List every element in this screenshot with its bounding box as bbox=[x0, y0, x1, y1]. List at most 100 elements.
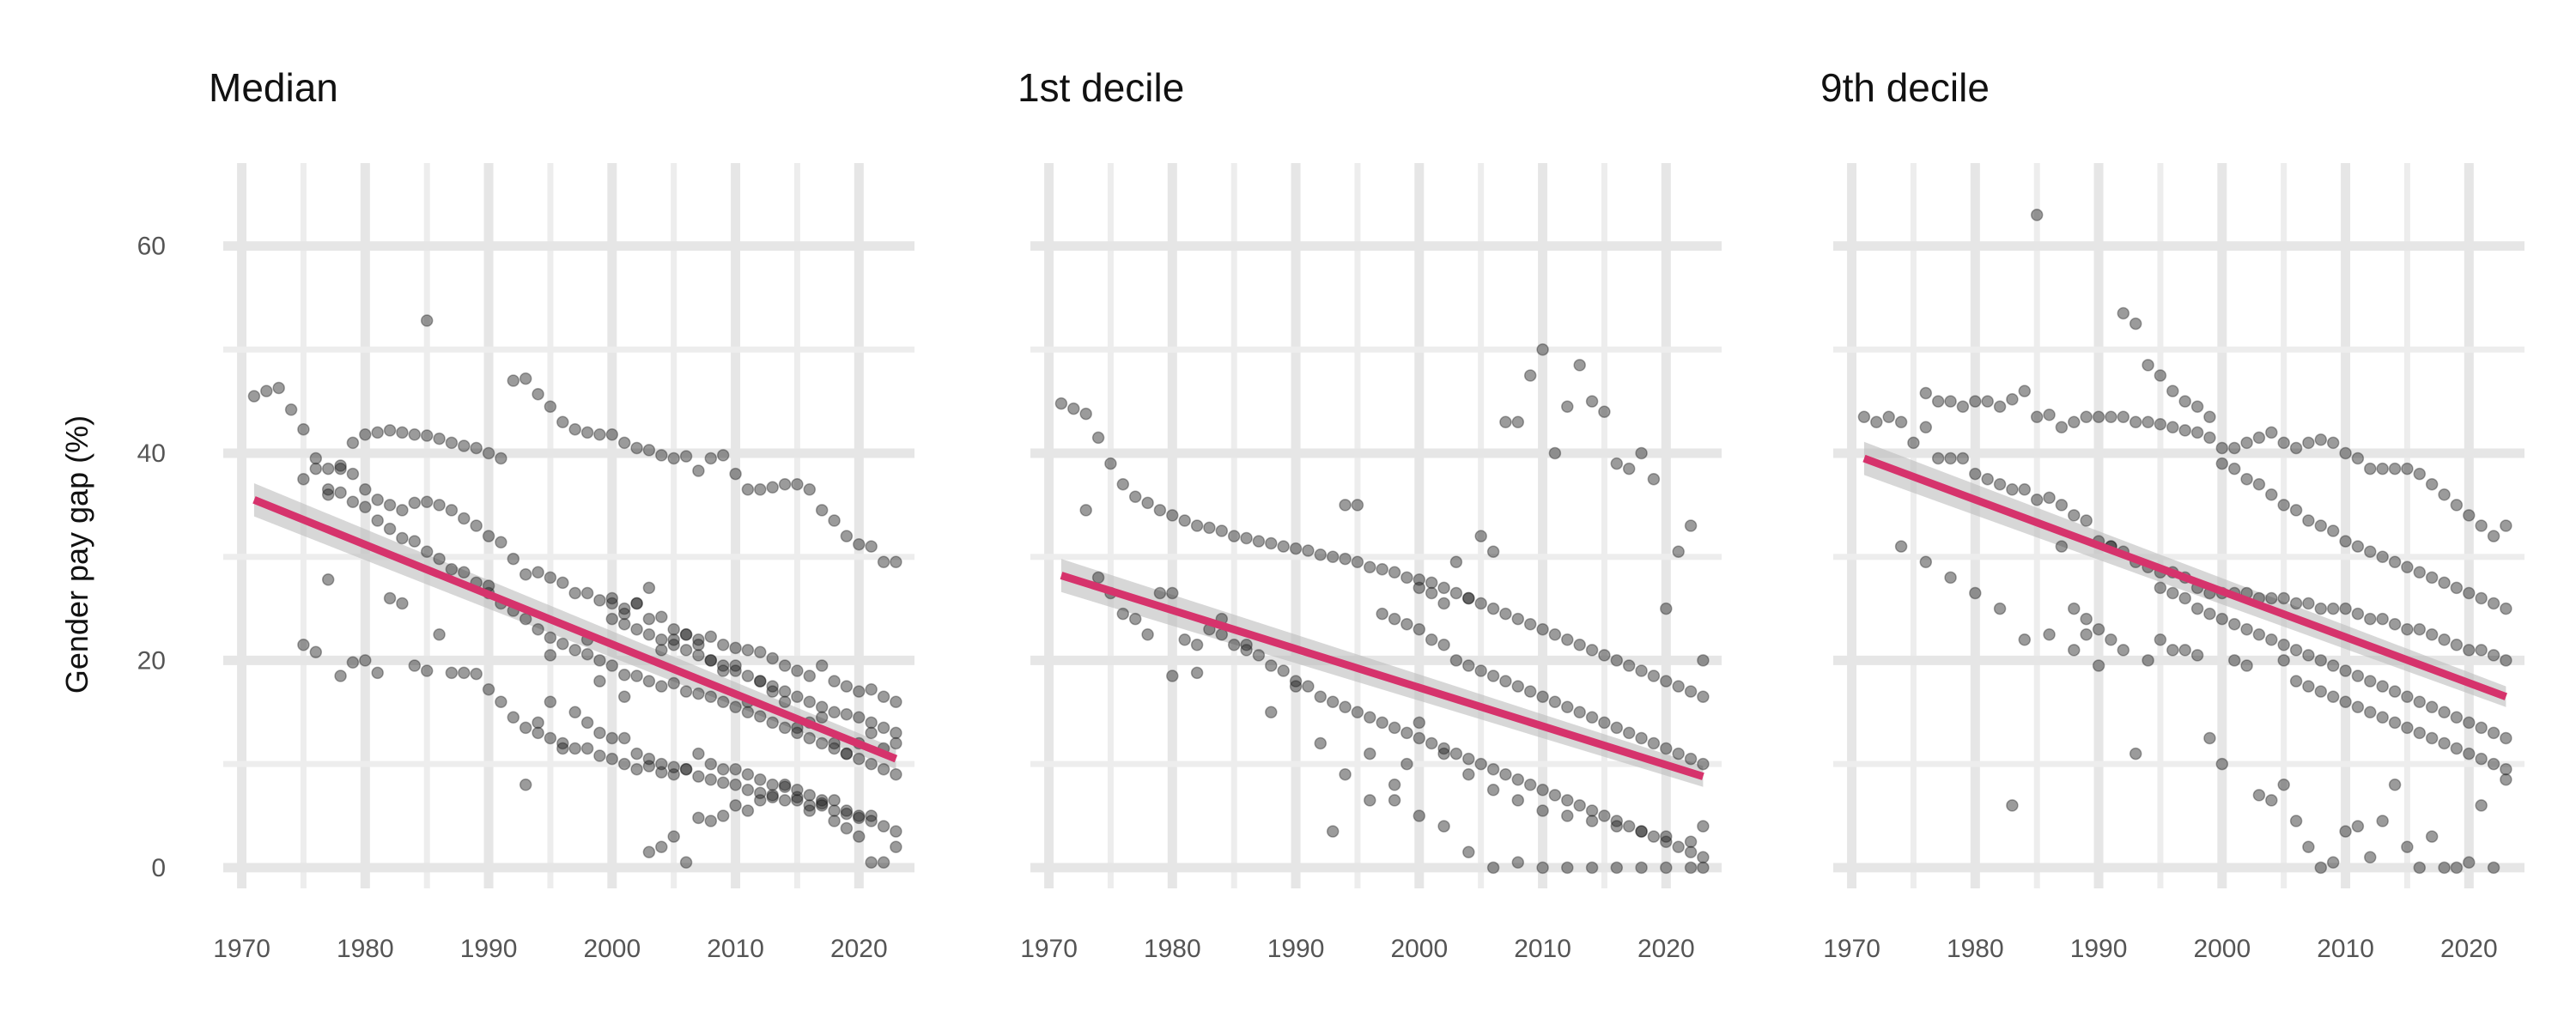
data-point bbox=[754, 645, 767, 659]
data-point bbox=[1166, 586, 1179, 600]
data-point bbox=[2055, 499, 2069, 512]
data-point bbox=[568, 644, 581, 657]
data-point bbox=[1672, 840, 1685, 853]
data-point bbox=[383, 591, 397, 605]
data-point bbox=[667, 451, 680, 465]
data-point bbox=[2314, 519, 2328, 532]
data-point bbox=[309, 451, 323, 465]
data-point bbox=[1499, 415, 1512, 429]
data-point bbox=[729, 641, 742, 655]
data-point bbox=[2450, 861, 2464, 875]
data-point bbox=[297, 422, 310, 436]
data-point bbox=[1166, 670, 1179, 682]
data-point bbox=[1400, 617, 1413, 631]
data-point bbox=[1449, 654, 1463, 667]
data-point bbox=[1956, 400, 1970, 413]
data-point bbox=[1684, 861, 1698, 875]
data-point bbox=[532, 716, 544, 730]
data-point bbox=[1240, 531, 1253, 545]
data-point bbox=[2314, 602, 2328, 615]
data-point bbox=[2351, 607, 2365, 621]
y-tick-label: 0 bbox=[151, 854, 166, 882]
data-point bbox=[1400, 571, 1413, 585]
data-point bbox=[2289, 597, 2303, 610]
data-point bbox=[617, 690, 631, 703]
data-point bbox=[1672, 747, 1685, 760]
data-point bbox=[1536, 622, 1549, 636]
data-point bbox=[1536, 861, 1549, 875]
data-point bbox=[1660, 835, 1673, 848]
data-point bbox=[532, 566, 544, 579]
data-point bbox=[1388, 566, 1401, 579]
data-point bbox=[1339, 499, 1352, 512]
data-point bbox=[1364, 711, 1376, 724]
data-point bbox=[2166, 385, 2179, 397]
data-point bbox=[2413, 566, 2427, 579]
data-point bbox=[1919, 386, 1933, 400]
data-point bbox=[716, 639, 730, 651]
data-point bbox=[1598, 809, 1611, 822]
data-point bbox=[877, 856, 890, 869]
data-point bbox=[532, 726, 544, 740]
data-point bbox=[2142, 359, 2154, 372]
data-point bbox=[840, 530, 854, 542]
data-point bbox=[2117, 410, 2130, 424]
data-point bbox=[593, 428, 606, 441]
data-point bbox=[679, 628, 693, 641]
data-point bbox=[778, 659, 792, 672]
data-point bbox=[2302, 649, 2315, 662]
data-point bbox=[2203, 731, 2216, 745]
data-point bbox=[1474, 530, 1487, 542]
data-point bbox=[1684, 519, 1698, 532]
data-point bbox=[729, 762, 742, 776]
data-point bbox=[2438, 706, 2451, 719]
data-point bbox=[1104, 457, 1117, 470]
data-point bbox=[1227, 530, 1241, 542]
data-point bbox=[1523, 369, 1537, 382]
data-point bbox=[1437, 639, 1450, 651]
data-point bbox=[877, 690, 890, 703]
data-point bbox=[754, 794, 767, 807]
data-point bbox=[1511, 612, 1525, 626]
data-point bbox=[408, 535, 422, 548]
data-point bbox=[741, 483, 755, 496]
data-point bbox=[321, 573, 335, 586]
data-point bbox=[1462, 845, 1475, 859]
data-point bbox=[408, 496, 422, 510]
data-point bbox=[1610, 457, 1624, 470]
data-point bbox=[1339, 700, 1352, 714]
data-point bbox=[865, 716, 878, 730]
data-point bbox=[568, 706, 581, 719]
data-point bbox=[1697, 654, 1710, 667]
data-point bbox=[617, 436, 631, 450]
data-point bbox=[2438, 736, 2451, 750]
data-point bbox=[1178, 633, 1191, 646]
data-point bbox=[2240, 659, 2253, 672]
data-point bbox=[1326, 695, 1340, 708]
data-point bbox=[778, 721, 792, 735]
data-point bbox=[655, 757, 668, 771]
trend-line-path bbox=[1862, 454, 2508, 700]
data-points bbox=[1857, 209, 2512, 875]
data-point bbox=[445, 666, 459, 680]
data-point bbox=[2463, 716, 2476, 730]
data-point bbox=[2265, 794, 2278, 807]
data-point bbox=[1697, 861, 1710, 875]
data-point bbox=[692, 639, 705, 651]
data-point bbox=[1437, 747, 1450, 760]
data-point bbox=[1870, 415, 1883, 429]
data-point bbox=[2475, 644, 2488, 657]
data-point bbox=[828, 804, 841, 817]
data-point bbox=[1931, 395, 1945, 408]
data-point bbox=[420, 429, 434, 442]
data-point bbox=[1573, 359, 1586, 372]
data-point bbox=[840, 807, 854, 821]
data-point bbox=[2401, 560, 2414, 574]
data-point bbox=[716, 664, 730, 677]
data-point bbox=[2166, 644, 2179, 657]
data-point bbox=[359, 654, 372, 667]
data-point bbox=[1302, 544, 1315, 557]
data-point bbox=[2487, 757, 2500, 771]
data-point bbox=[2487, 861, 2500, 875]
data-point bbox=[1697, 757, 1710, 771]
